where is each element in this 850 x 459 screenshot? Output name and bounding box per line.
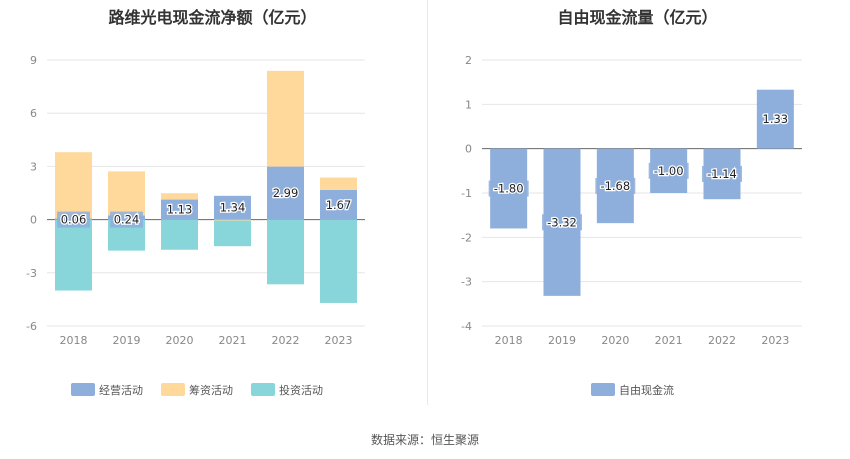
- free-cash-flow-svg: -4 -3 -2 -1 0 1 2 2018 2019 2020 2021 2022 2023 -1.80…: [461, 54, 802, 397]
- y-tick-label: 0: [465, 143, 472, 156]
- data-label: -1.14: [707, 167, 737, 181]
- data-label: -3.32: [547, 215, 577, 229]
- x-tick-label: 2018: [495, 334, 523, 347]
- chart-title: 路维光电现金流净额（亿元）: [108, 8, 317, 27]
- bar-2023-投资活动: [320, 219, 357, 303]
- data-label: 1.67: [326, 198, 352, 212]
- data-label-bg: [542, 214, 582, 231]
- bar-2022-投资活动: [267, 219, 304, 285]
- data-label-bg: [322, 196, 355, 213]
- bar-2020-筹资活动: [161, 193, 198, 200]
- data-label: -1.00: [654, 164, 684, 178]
- data-label: 1.34: [220, 201, 246, 215]
- x-tick-label: 2022: [708, 334, 736, 347]
- bar-2020-投资活动: [161, 219, 198, 250]
- x-tick-label: 2020: [166, 334, 194, 347]
- y-tick-label: -3: [26, 267, 37, 280]
- data-label-bg: [648, 162, 689, 179]
- y-tick-label: 6: [30, 107, 37, 120]
- data-label: 0.24: [114, 213, 140, 227]
- cash-flow-svg: -6 -3 0 3 6 9 2018 2019 2020 2021 2022 2023 0.06 0.24…: [26, 54, 365, 397]
- x-tick-label: 2018: [60, 334, 88, 347]
- data-label: 1.13: [167, 203, 193, 217]
- y-tick-label: -2: [461, 231, 472, 244]
- data-label-bg: [269, 185, 302, 202]
- data-label: -1.68: [600, 179, 630, 193]
- cash-flow-chart: 路维光电现金流净额（亿元） -6 -3 0 3 6 9 2018 2019 2020 2021 20…: [0, 0, 425, 410]
- legend-label: 筹资活动: [189, 383, 233, 397]
- data-label-bg: [110, 211, 143, 228]
- chart-title: 自由现金流量（亿元）: [557, 8, 718, 27]
- y-tick-label: -3: [461, 276, 472, 289]
- source-note: 数据来源：恒生聚源: [370, 433, 479, 447]
- x-tick-label: 2023: [325, 334, 353, 347]
- y-tick-label: 2: [465, 54, 472, 67]
- y-tick-label: 1: [465, 98, 472, 111]
- data-label: 2.99: [273, 186, 299, 200]
- legend-label: 经营活动: [99, 383, 143, 397]
- bar-2019-筹资活动: [108, 171, 145, 216]
- x-tick-label: 2019: [113, 334, 141, 347]
- y-tick-label: -1: [461, 187, 472, 200]
- data-label: 0.06: [61, 213, 87, 227]
- x-tick-label: 2019: [548, 334, 576, 347]
- y-tick-label: 9: [30, 54, 37, 67]
- x-tick-label: 2021: [655, 334, 683, 347]
- legend-swatch: [161, 383, 185, 396]
- data-label-bg: [758, 111, 792, 128]
- y-tick-label: -6: [26, 320, 37, 333]
- data-label: 1.33: [763, 112, 789, 126]
- legend-swatch: [71, 383, 95, 396]
- free-cash-flow-chart: 自由现金流量（亿元） -4 -3 -2 -1 0 1 2 2018 2019 2020 2021 20…: [425, 0, 850, 410]
- bar-2018-筹资活动: [55, 152, 92, 219]
- bar-2021-筹资活动: [214, 219, 251, 221]
- legend-swatch: [591, 383, 615, 396]
- bar-2021-投资活动: [214, 220, 251, 247]
- bar-2023-筹资活动: [320, 177, 357, 190]
- bar-2022-筹资活动: [267, 70, 304, 167]
- x-tick-label: 2021: [219, 334, 247, 347]
- bar-2018-投资活动: [55, 219, 92, 291]
- legend-swatch: [251, 383, 275, 396]
- y-tick-label: -4: [461, 320, 472, 333]
- x-tick-label: 2023: [761, 334, 789, 347]
- y-tick-label: 0: [30, 214, 37, 227]
- data-label-bg: [595, 177, 636, 194]
- legend-label: 自由现金流: [619, 383, 674, 397]
- x-tick-label: 2020: [601, 334, 629, 347]
- data-label-bg: [702, 165, 742, 182]
- legend-label: 投资活动: [279, 383, 323, 397]
- chart-divider: [427, 0, 428, 405]
- data-label-bg: [163, 201, 196, 218]
- data-label-bg: [488, 180, 529, 197]
- x-tick-label: 2022: [272, 334, 300, 347]
- data-label-bg: [216, 199, 249, 216]
- y-tick-label: 3: [30, 160, 37, 173]
- data-label: -1.80: [494, 182, 524, 196]
- data-label-bg: [57, 211, 90, 228]
